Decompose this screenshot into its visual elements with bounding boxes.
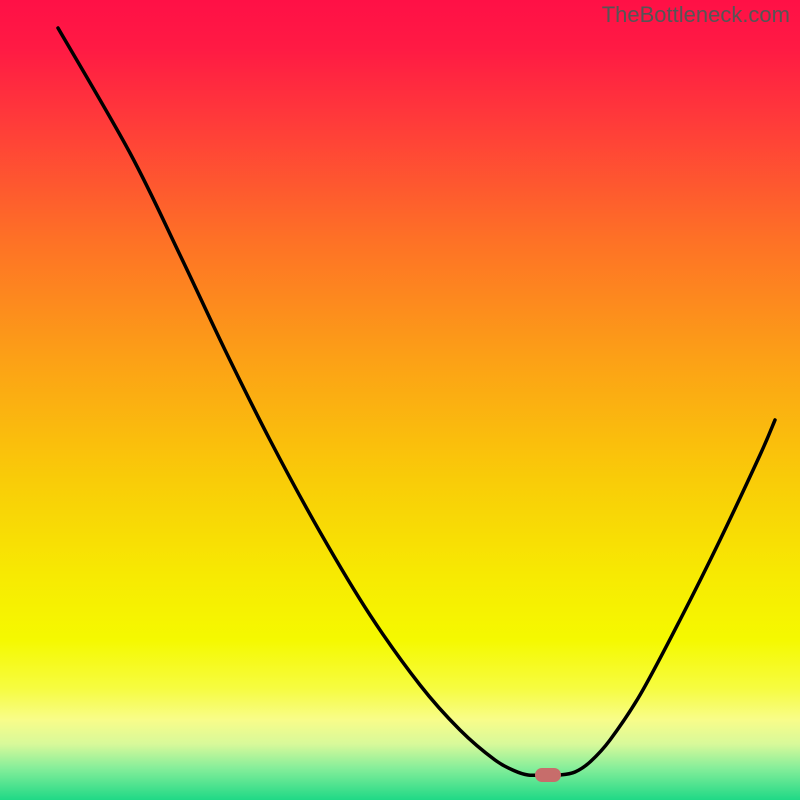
chart-frame: TheBottleneck.com xyxy=(0,0,800,800)
watermark-text: TheBottleneck.com xyxy=(602,2,790,28)
optimal-point-marker xyxy=(535,768,561,782)
chart-svg xyxy=(0,0,800,800)
gradient-background xyxy=(0,0,800,800)
